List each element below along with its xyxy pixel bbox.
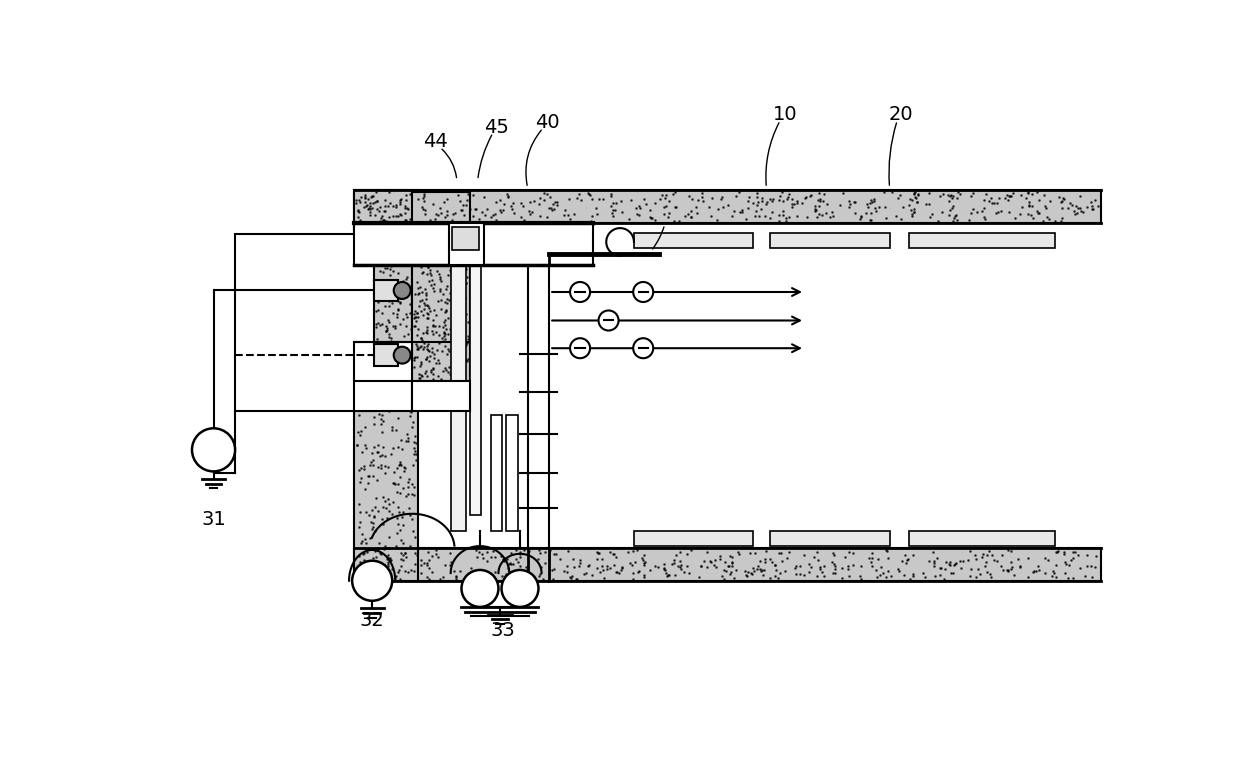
Bar bbox=[355, 342, 412, 412]
Bar bbox=[373, 280, 398, 301]
Bar bbox=[373, 344, 398, 366]
Circle shape bbox=[570, 282, 590, 302]
Bar bbox=[909, 233, 1055, 248]
Circle shape bbox=[634, 338, 653, 358]
Bar bbox=[506, 415, 517, 531]
Bar bbox=[470, 261, 481, 516]
Bar bbox=[412, 380, 470, 412]
Bar bbox=[491, 415, 502, 531]
Text: 44: 44 bbox=[423, 132, 448, 151]
Bar bbox=[634, 531, 754, 546]
Circle shape bbox=[461, 570, 498, 607]
Text: 31: 31 bbox=[201, 509, 226, 529]
Text: 20: 20 bbox=[889, 106, 914, 125]
Bar bbox=[909, 531, 1055, 546]
Text: 42: 42 bbox=[314, 263, 339, 282]
Bar bbox=[412, 223, 470, 384]
Circle shape bbox=[634, 282, 653, 302]
Text: 40: 40 bbox=[534, 113, 559, 132]
Bar bbox=[450, 265, 466, 531]
Bar bbox=[449, 223, 484, 265]
Bar bbox=[355, 223, 593, 265]
Bar bbox=[453, 226, 479, 249]
Bar bbox=[236, 234, 373, 412]
Text: 13: 13 bbox=[360, 190, 384, 209]
Bar bbox=[634, 233, 754, 248]
Bar bbox=[770, 531, 889, 546]
Circle shape bbox=[599, 311, 619, 330]
Circle shape bbox=[352, 561, 392, 601]
Text: 32: 32 bbox=[360, 611, 384, 630]
Text: 46: 46 bbox=[656, 210, 681, 228]
Bar bbox=[355, 190, 1101, 223]
Circle shape bbox=[501, 570, 538, 607]
Circle shape bbox=[570, 338, 590, 358]
Bar bbox=[412, 192, 470, 384]
Text: 10: 10 bbox=[774, 106, 799, 125]
Circle shape bbox=[192, 428, 236, 471]
Circle shape bbox=[394, 347, 410, 363]
Text: 41: 41 bbox=[314, 329, 339, 348]
Bar bbox=[355, 549, 1101, 581]
Bar bbox=[412, 223, 470, 384]
Text: 45: 45 bbox=[485, 119, 510, 138]
Circle shape bbox=[394, 282, 410, 299]
Text: 33: 33 bbox=[491, 621, 516, 640]
Bar bbox=[770, 233, 889, 248]
Bar bbox=[355, 190, 418, 581]
